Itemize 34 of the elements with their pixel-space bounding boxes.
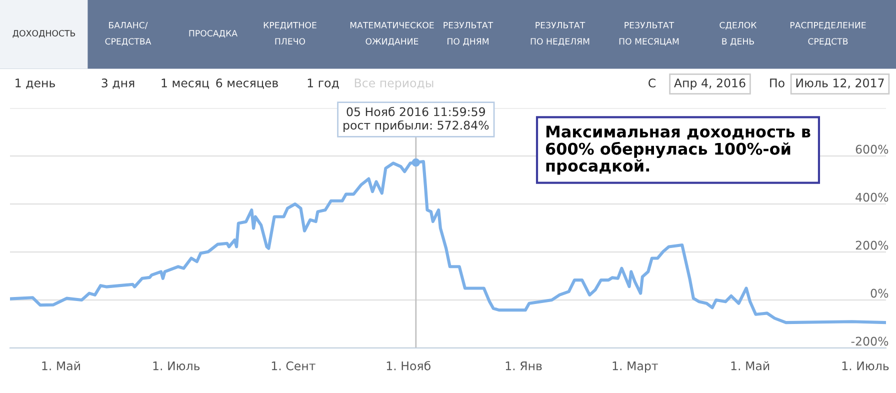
x-tick-label: 1. Июль <box>842 362 889 370</box>
x-tick-label: 1. Янв <box>506 362 542 370</box>
text: Июль 12, 2017 <box>796 78 884 89</box>
text: МАТЕМАТИЧЕСКОЕ ОЖИДАНИЕ <box>350 22 434 46</box>
text: БАЛАНС/ СРЕДСТВА <box>105 22 152 46</box>
text: По <box>770 78 784 88</box>
x-tick-label: 1. Нояб <box>386 360 430 370</box>
text: С <box>648 78 656 88</box>
y-tick-label: 600% <box>856 144 888 154</box>
x-tick-label: 1. Май <box>731 361 770 370</box>
text: 1 день <box>16 78 55 89</box>
y-tick-label: -200% <box>851 336 888 346</box>
x-tick-label: 1. Сент <box>272 361 316 370</box>
x-tick-label: 1. Май <box>42 361 80 370</box>
text: РЕЗУЛЬТАТ ПО МЕСЯЦАМ <box>619 22 679 46</box>
text: 1 месяц <box>162 78 209 89</box>
text: 1 год <box>308 78 339 89</box>
x-tick-label: 1. Июль <box>153 362 200 370</box>
text: СДЕЛОК В ДЕНЬ <box>720 22 757 46</box>
y-tick-label: 0% <box>870 288 888 298</box>
text: 6 месяцев <box>216 78 278 89</box>
annotation: Максимальная доходность в 600% обернулась 100%-ой просадкой. <box>546 126 810 175</box>
x-tick-label: 1. Март <box>612 362 658 373</box>
text: ДОХОДНОСТЬ <box>12 30 76 38</box>
y-tick-label: 200% <box>856 240 888 250</box>
y-tick-label: 400% <box>856 192 888 202</box>
text: КРЕДИТНОЕ ПЛЕЧО <box>264 22 316 45</box>
text: РАСПРЕДЕЛЕНИЕ СРЕДСТВ <box>790 22 866 46</box>
annotation: 05 Нояб 2016 11:59:59 рост прибыли: 572.84% <box>344 106 489 132</box>
text: РЕЗУЛЬТАТ ПО НЕДЕЛЯМ <box>530 22 590 46</box>
text: РЕЗУЛЬТАТ ПО ДНЯМ <box>444 22 494 46</box>
text: 3 дня <box>102 78 134 89</box>
text: Апр 4, 2016 <box>674 78 746 90</box>
text: ПРОСАДКА <box>189 30 238 38</box>
